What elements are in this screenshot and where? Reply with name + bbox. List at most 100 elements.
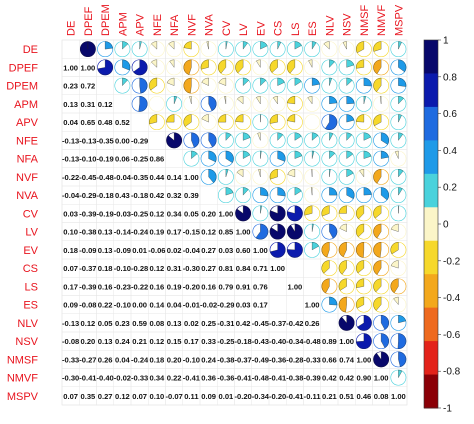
correlation-value-nsv-dpem: 0.13 <box>98 337 113 346</box>
correlation-value-ev-nfe: -0.06 <box>148 246 165 255</box>
pie-slice-nmsf-cs <box>356 260 365 274</box>
row-label-dpef: DPEF <box>9 62 39 74</box>
correlation-value-nmsf-ls: -0.28 <box>286 355 303 364</box>
correlation-value-mspv-nmsf: 0.46 <box>356 392 371 401</box>
correlation-value-mspv-cs: -0.20 <box>269 392 286 401</box>
pie-slice-cs-nfe <box>277 132 284 141</box>
pie-slice-nfa-apm <box>173 96 178 104</box>
correlation-value-apv-dpef: 0.65 <box>80 118 96 127</box>
pie-slice-mspv-nva <box>398 187 403 196</box>
pie-slice-nmsf-nfe <box>363 132 371 141</box>
correlation-value-nsv-apm: 0.24 <box>115 337 131 346</box>
row-label-apv: APV <box>16 117 39 129</box>
pie-slice-nmvf-dpem <box>373 77 382 93</box>
colorbar-segment <box>424 106 438 141</box>
correlation-value-lv-nva: 0.12 <box>201 228 216 237</box>
pie-slice-ev-nfa <box>260 150 262 159</box>
column-label-apm: APM <box>117 12 129 36</box>
column-label-mspv: MSPV <box>393 4 405 36</box>
pie-slice-cv-de <box>225 41 228 50</box>
colorbar: 1 0.8 0.6 0.4 0.2 0 -0.2 -0.4 -0.6 -0.8 -1 <box>423 36 461 415</box>
correlation-value-nva-nfe: 0.42 <box>149 191 164 200</box>
colorbar-tick-label: -0.4 <box>443 293 461 304</box>
correlation-value-ls-nfa: 0.19 <box>167 282 182 291</box>
row-label-nmsf: NMSF <box>7 354 38 366</box>
pie-slice-nlv-cs <box>321 260 330 274</box>
correlation-value-nsv-lv: -0.18 <box>234 337 251 346</box>
pie-slice-mspv-nvf <box>398 169 404 178</box>
correlation-value-es-nfa: 0.04 <box>167 301 183 310</box>
diagonal-value-nvf: 1.00 <box>184 173 199 182</box>
correlation-value-apm-de: 0.13 <box>63 100 78 109</box>
row-label-es: ES <box>23 300 38 312</box>
row-label-nmvf: NMVF <box>7 373 38 385</box>
correlation-value-nva-apv: -0.18 <box>131 191 148 200</box>
colorbar-segment <box>424 140 438 175</box>
pie-slice-nlv-lv <box>329 223 338 239</box>
colorbar-segment <box>424 374 438 409</box>
pie-slice-cs-apm <box>272 96 278 105</box>
pie-slice-apv-dpef <box>133 59 148 76</box>
pie-slice-mspv-nmvf <box>398 369 403 378</box>
pie-slice-nmvf-nsv <box>380 333 389 349</box>
pie-slice-nva-dpef <box>200 59 209 70</box>
pie-slice-nsv-ls <box>338 278 347 291</box>
correlation-value-cs-apm: -0.10 <box>114 264 131 273</box>
pie-slice-ev-de <box>260 41 268 50</box>
pie-slice-nsv-apv <box>346 114 355 123</box>
correlation-value-es-dpef: -0.08 <box>79 301 96 310</box>
pie-slice-nmvf-nfe <box>380 132 389 145</box>
row-label-nfe: NFE <box>16 135 38 147</box>
pie-slice-cv-apm <box>224 96 227 104</box>
row-label-nvf: NVF <box>16 172 38 184</box>
correlation-value-apm-dpef: 0.31 <box>80 100 96 109</box>
column-label-ev: EV <box>255 21 267 36</box>
correlation-value-nva-dpem: -0.18 <box>96 191 113 200</box>
correlation-value-nsv-nva: 0.33 <box>201 337 216 346</box>
pie-slice-nvf-dpef <box>183 59 192 75</box>
column-label-nfe: NFE <box>152 14 164 36</box>
pie-slice-ls-nva <box>294 187 302 196</box>
pie-slice-nlv-dpem <box>329 77 332 86</box>
pie-slice-lv-nvf <box>236 169 244 178</box>
pie-slice-nsv-dpef <box>346 59 355 68</box>
correlation-value-cv-apm: -0.03 <box>114 209 131 218</box>
pie-slice-es-lv <box>311 223 314 232</box>
correlation-value-nmsf-dpem: 0.26 <box>98 355 113 364</box>
correlation-value-nmvf-cs: -0.41 <box>269 374 287 383</box>
pie-slice-ls-nfe <box>294 132 302 141</box>
pie-slice-nmvf-nva <box>380 187 389 201</box>
correlation-value-nvf-nfa: 0.14 <box>167 173 183 182</box>
correlation-value-cv-nfe: 0.12 <box>149 209 164 218</box>
correlation-value-lv-apv: -0.24 <box>131 228 149 237</box>
pie-slice-nmsf-nvf <box>359 169 365 178</box>
column-label-cv: CV <box>221 20 233 36</box>
pie-slice-lv-apv <box>235 114 244 123</box>
correlation-value-mspv-ls: -0.41 <box>286 392 304 401</box>
pie-slice-ev-nvf <box>258 169 261 177</box>
correlation-value-nmsf-apv: -0.24 <box>131 355 149 364</box>
pie-slice-nmsf-apv <box>356 114 365 123</box>
correlation-value-nmvf-ls: -0.38 <box>286 374 303 383</box>
pie-slice-mspv-apm <box>398 96 404 105</box>
column-labels: DE DPEF DPEM APM APV NFE NFA NVF NVA CV LV EV CS LS ES… <box>66 4 406 36</box>
pie-slice-ev-dpef <box>256 59 261 68</box>
pie-slice-nmsf-lv <box>356 223 365 238</box>
correlation-value-nmsf-dpef: -0.27 <box>79 355 96 364</box>
correlation-value-nmsf-nsv: 0.74 <box>339 355 355 364</box>
correlation-value-nva-de: -0.04 <box>62 191 80 200</box>
pie-slice-mspv-de <box>398 41 402 50</box>
correlation-value-mspv-ev: -0.34 <box>252 392 270 401</box>
row-label-ev: EV <box>23 245 38 257</box>
pie-slice-nlv-nvf <box>329 169 331 177</box>
correlation-value-nsv-cs: -0.40 <box>269 337 286 346</box>
correlation-value-nlv-lv: 0.42 <box>236 319 251 328</box>
colorbar-tick-label: 1 <box>443 36 449 47</box>
correlation-value-dpem-dpef: 0.72 <box>80 82 95 91</box>
row-labels: DE DPEF DPEM APM APV NFE NFA NVF NVA CV LV EV CS LS ES… <box>6 44 38 403</box>
pie-slice-nmvf-apv <box>373 114 382 127</box>
column-label-lv: LV <box>238 23 250 36</box>
correlation-value-nlv-nfe: 0.08 <box>149 319 164 328</box>
correlation-value-nsv-dpef: 0.20 <box>80 337 95 346</box>
pie-slice-cs-dpef <box>269 59 278 73</box>
